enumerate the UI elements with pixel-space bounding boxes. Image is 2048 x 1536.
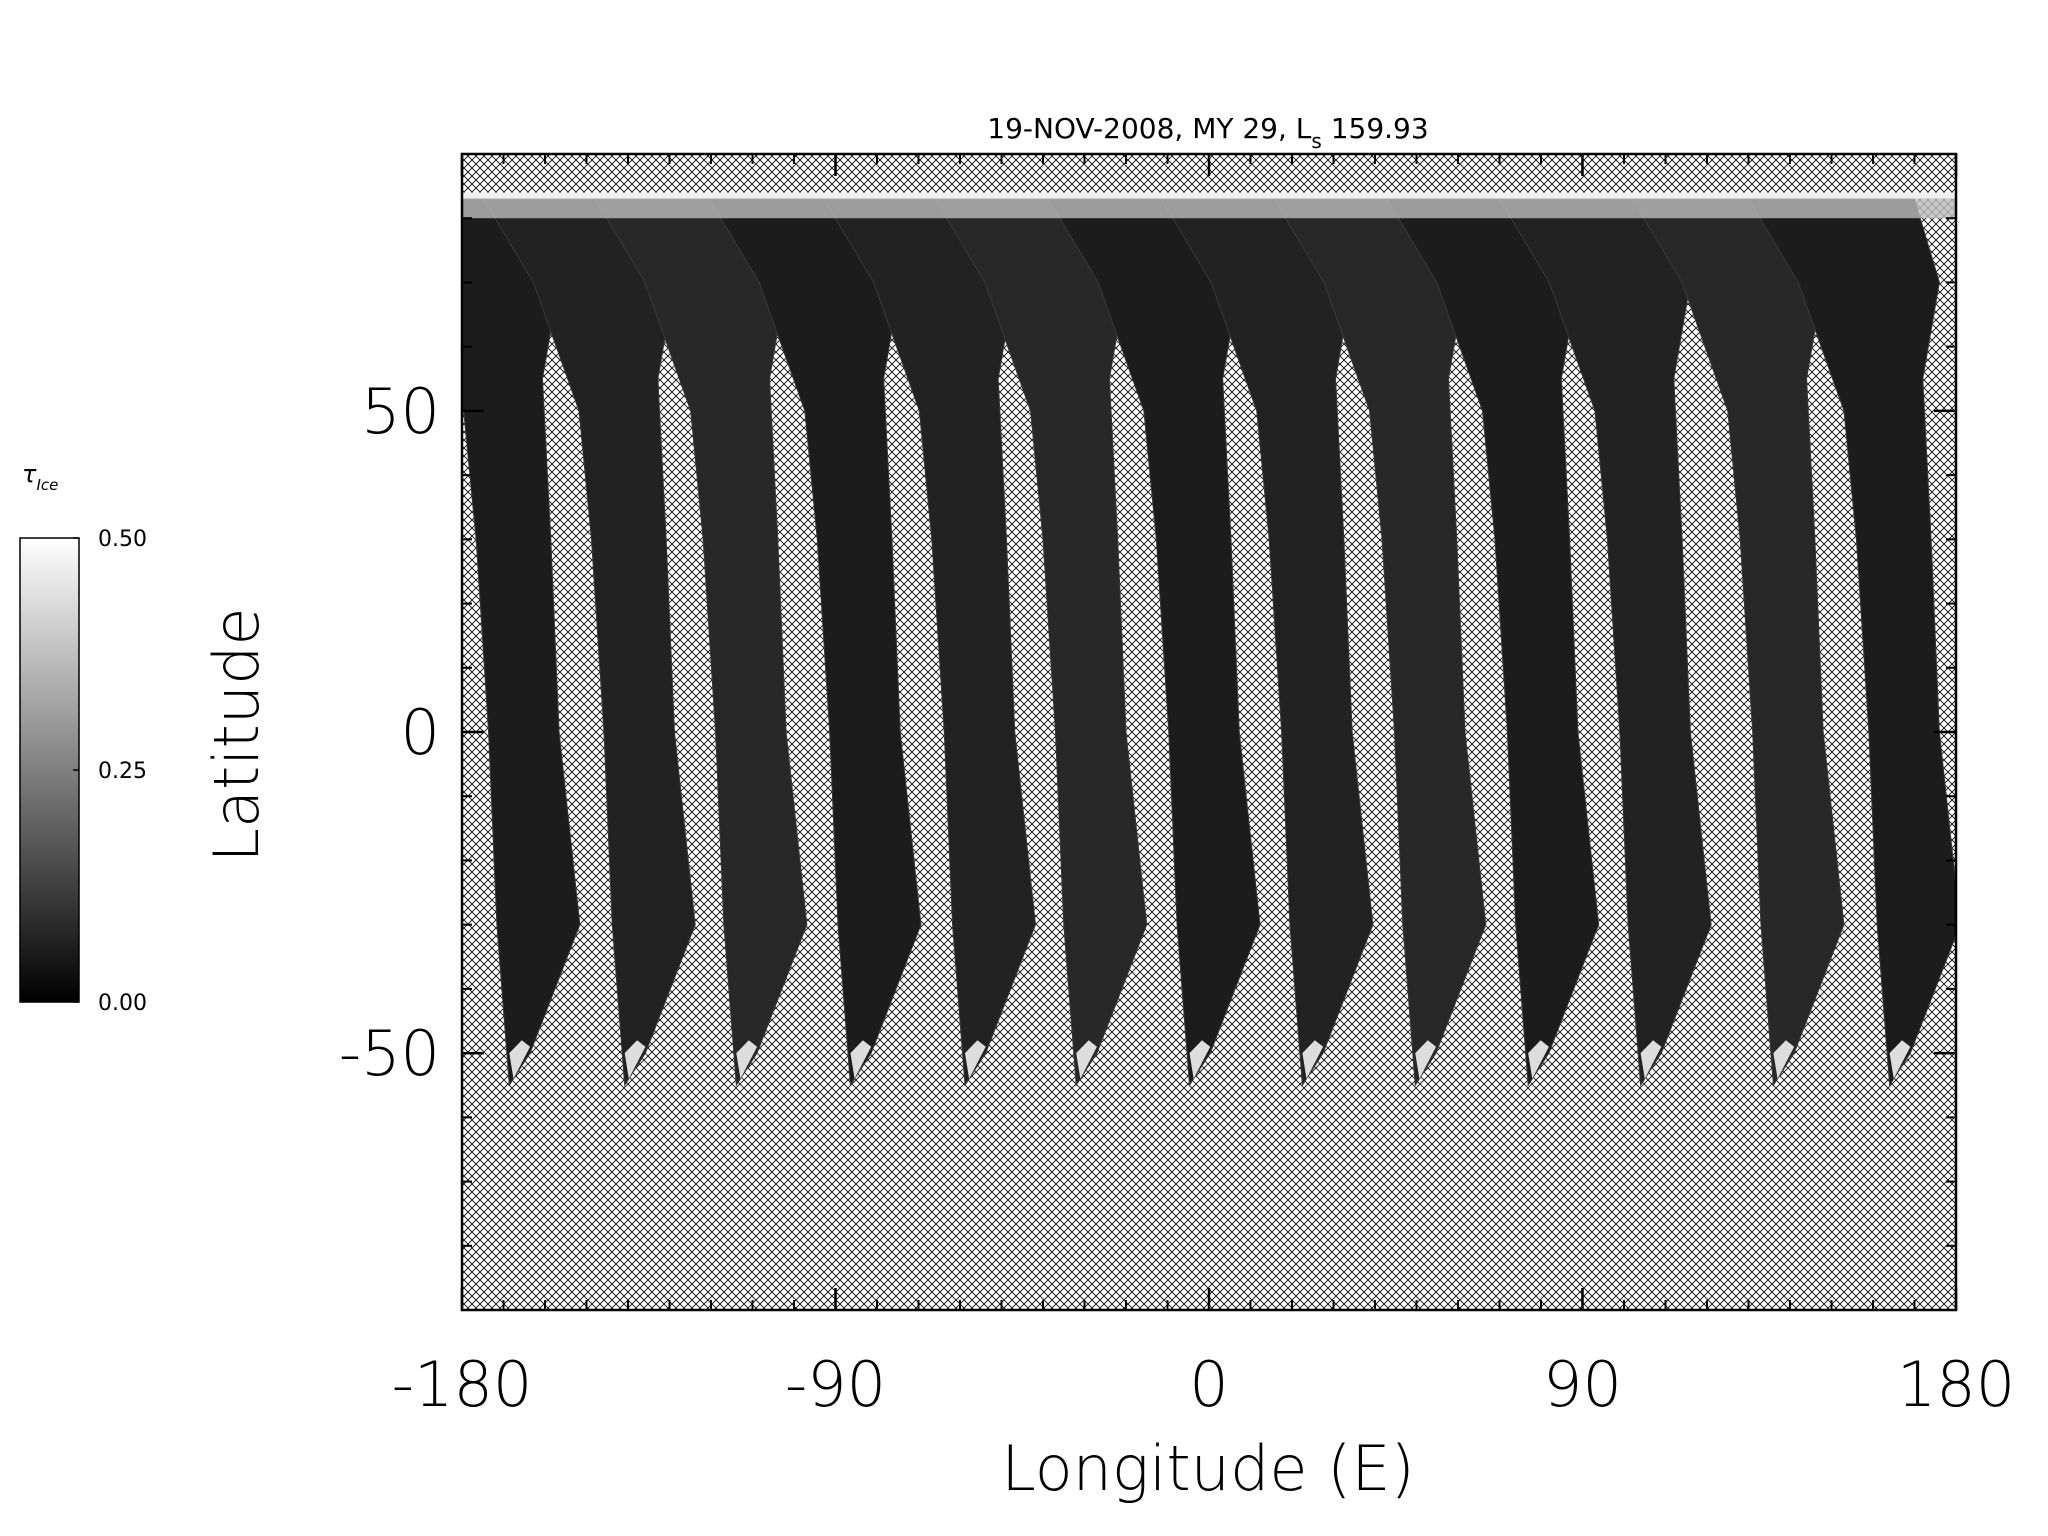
x-tick-label: 90 (1543, 1348, 1622, 1421)
x-tick-label: 180 (1897, 1348, 2015, 1421)
swath-cloud (1773, 1040, 1795, 1079)
swath-cloud (850, 1040, 872, 1079)
swath-cloud (509, 1040, 531, 1079)
axes: -180 -90 0 90 180 -50 0 50 (339, 152, 2015, 1421)
swath-cloud (964, 1040, 986, 1079)
colorbar-label-main: τ (22, 460, 37, 488)
swath-cloud (1889, 1040, 1911, 1079)
colorbar-tick-label: 0.50 (98, 527, 147, 552)
chart-title: 19-NOV-2008, MY 29, Ls 159.93 (987, 112, 1428, 153)
x-axis-label: Longitude (E) (1001, 1432, 1414, 1505)
swath-cloud (736, 1040, 758, 1079)
swath-cloud (1640, 1040, 1662, 1079)
swath-cloud (1302, 1040, 1324, 1079)
title-sub: s (1311, 129, 1321, 153)
y-tick-label: -50 (339, 1017, 440, 1090)
swath-cloud (1528, 1040, 1549, 1079)
y-axis-label: Latitude (200, 607, 273, 862)
colorbar-label: τIce (22, 460, 58, 494)
map-area (462, 154, 1956, 1310)
x-tick-label: -90 (785, 1348, 886, 1421)
title-main: 19-NOV-2008, MY 29, L (987, 112, 1311, 145)
swath-cloud (1076, 1040, 1097, 1079)
y-tick-label: 0 (401, 696, 440, 769)
colorbar (19, 537, 80, 1003)
x-tick-label: -180 (392, 1348, 533, 1421)
x-tick-label: 0 (1189, 1348, 1228, 1421)
swath-cloud (624, 1040, 646, 1079)
y-tick-label: 50 (361, 375, 440, 448)
colorbar-tick-label: 0.00 (98, 991, 147, 1016)
colorbar-label-sub: Ice (36, 476, 58, 494)
swath-cloud (1415, 1040, 1437, 1079)
polar-cap-edge (462, 192, 1956, 199)
colorbar-tick-label: 0.25 (98, 759, 147, 784)
title-rest: 159.93 (1322, 112, 1429, 145)
swath-cloud (1189, 1040, 1211, 1079)
